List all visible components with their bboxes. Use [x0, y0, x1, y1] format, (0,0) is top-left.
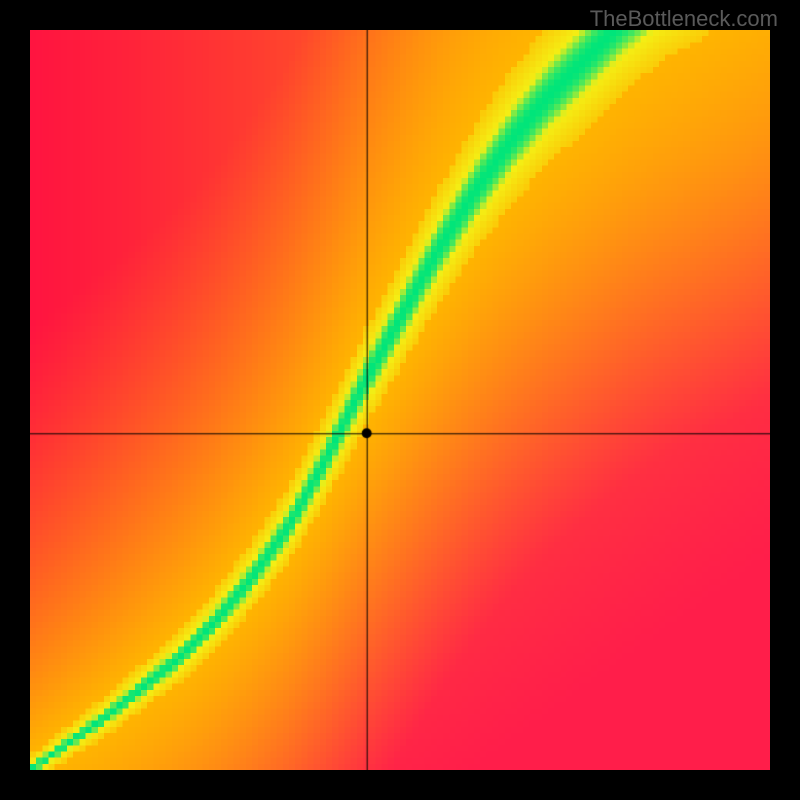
watermark-text: TheBottleneck.com	[590, 6, 778, 32]
bottleneck-heatmap	[30, 30, 770, 770]
